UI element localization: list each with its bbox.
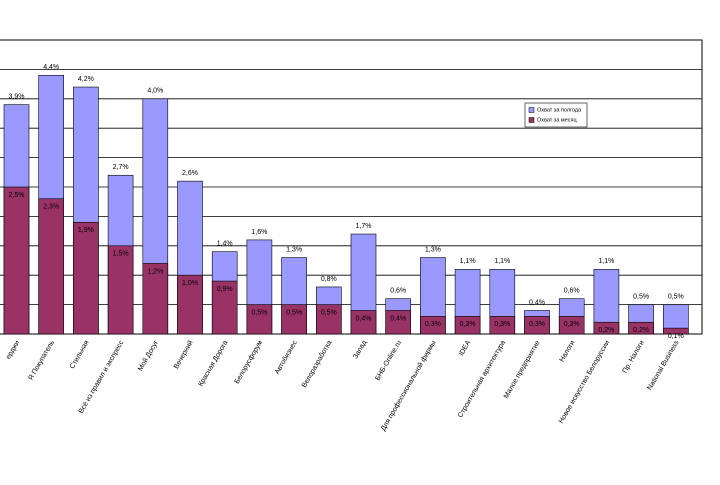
- value-label: 0,4%: [529, 299, 545, 306]
- value-label: 0,8%: [321, 276, 337, 283]
- value-label: 0,3%: [425, 321, 441, 328]
- value-label: 2,6%: [182, 170, 198, 177]
- x-tick-label: Запад: [352, 340, 368, 361]
- x-tick-label: Я Покупатель: [28, 339, 57, 381]
- value-label: 0,2%: [598, 327, 614, 334]
- value-label: 1,5%: [113, 251, 129, 258]
- bar: [662, 327, 689, 335]
- value-label: 0,6%: [564, 288, 580, 295]
- value-label: 0,9%: [217, 286, 233, 293]
- x-tick-label: Пр. Налоги: [622, 339, 646, 374]
- bar: [3, 186, 30, 335]
- value-label: 2,3%: [43, 204, 59, 211]
- x-tick-label: БНБ-Online.ru: [374, 339, 403, 382]
- value-label: 0,4%: [390, 315, 406, 322]
- value-label: 2,7%: [113, 164, 129, 171]
- value-label: 1,1%: [494, 258, 510, 265]
- bar: [524, 316, 550, 335]
- value-label: 1,3%: [425, 246, 441, 253]
- legend-label: Охват за месяц: [537, 117, 577, 123]
- value-label: 2,5%: [9, 192, 25, 199]
- bar: [489, 316, 516, 335]
- value-label: 0,4%: [356, 315, 372, 322]
- value-label: 0,3%: [564, 321, 580, 328]
- value-label: 1,3%: [286, 246, 302, 253]
- x-tick-label: Красная Дорога: [198, 339, 230, 387]
- x-tick-label: Малое предприятие: [503, 339, 542, 399]
- bar: [107, 245, 134, 335]
- value-label: 0,5%: [251, 309, 267, 316]
- bar: [38, 198, 65, 335]
- bar: [246, 304, 273, 335]
- bar: [177, 274, 203, 335]
- value-label: 0,2%: [633, 327, 649, 334]
- value-label: 0,5%: [668, 293, 684, 300]
- bar: [315, 304, 342, 335]
- bar: [558, 316, 585, 335]
- value-label: 1,6%: [251, 229, 267, 236]
- x-tick-label: IDEA: [458, 339, 472, 357]
- value-label: 0,3%: [460, 321, 476, 328]
- value-label: 1,0%: [182, 280, 198, 287]
- bar: [350, 310, 377, 335]
- x-tick-label: Стильная: [69, 339, 91, 370]
- x-tick-label: ерджи: [5, 339, 21, 360]
- value-label: 1,9%: [78, 227, 94, 234]
- bar: [281, 304, 307, 335]
- bar: [454, 316, 481, 335]
- value-label: 4,2%: [78, 76, 94, 83]
- bar: [420, 316, 446, 335]
- value-label: 0,1%: [668, 333, 684, 340]
- legend-box: [524, 102, 588, 128]
- value-label: 0,5%: [286, 309, 302, 316]
- x-tick-label: Велоразработка: [300, 339, 334, 389]
- bar: [211, 280, 238, 335]
- value-label: 4,0%: [147, 88, 163, 95]
- bar: [628, 321, 654, 335]
- value-label: 1,1%: [598, 258, 614, 265]
- value-label: 0,5%: [633, 293, 649, 300]
- value-label: 1,7%: [356, 223, 372, 230]
- x-tick-label: Белорусфорум: [234, 339, 265, 385]
- x-tick-label: Вечерний: [172, 339, 195, 370]
- value-label: 0,6%: [390, 288, 406, 295]
- legend-swatch: [528, 117, 535, 123]
- x-tick-label: Автобизнес: [273, 339, 299, 376]
- bar: [142, 263, 169, 335]
- x-tick-label: National Business: [646, 339, 680, 391]
- x-tick-label: Для профессиональной фирмы: [379, 339, 437, 432]
- value-label: 1,2%: [147, 268, 163, 275]
- bar: [73, 221, 99, 335]
- value-label: 0,5%: [321, 309, 337, 316]
- value-label: 4,4%: [43, 64, 59, 71]
- bar: [593, 321, 620, 335]
- value-label: 1,4%: [217, 241, 233, 248]
- legend-label: Охват за полгода: [537, 107, 582, 113]
- bar: [385, 310, 412, 335]
- x-tick-label: Налоги: [559, 339, 577, 363]
- value-label: 0,3%: [529, 321, 545, 328]
- value-label: 0,3%: [494, 321, 510, 328]
- value-label: 1,1%: [460, 258, 476, 265]
- legend-swatch: [528, 107, 535, 113]
- x-tick-label: Мой Досуг: [136, 339, 160, 373]
- value-label: 3,9%: [9, 94, 25, 101]
